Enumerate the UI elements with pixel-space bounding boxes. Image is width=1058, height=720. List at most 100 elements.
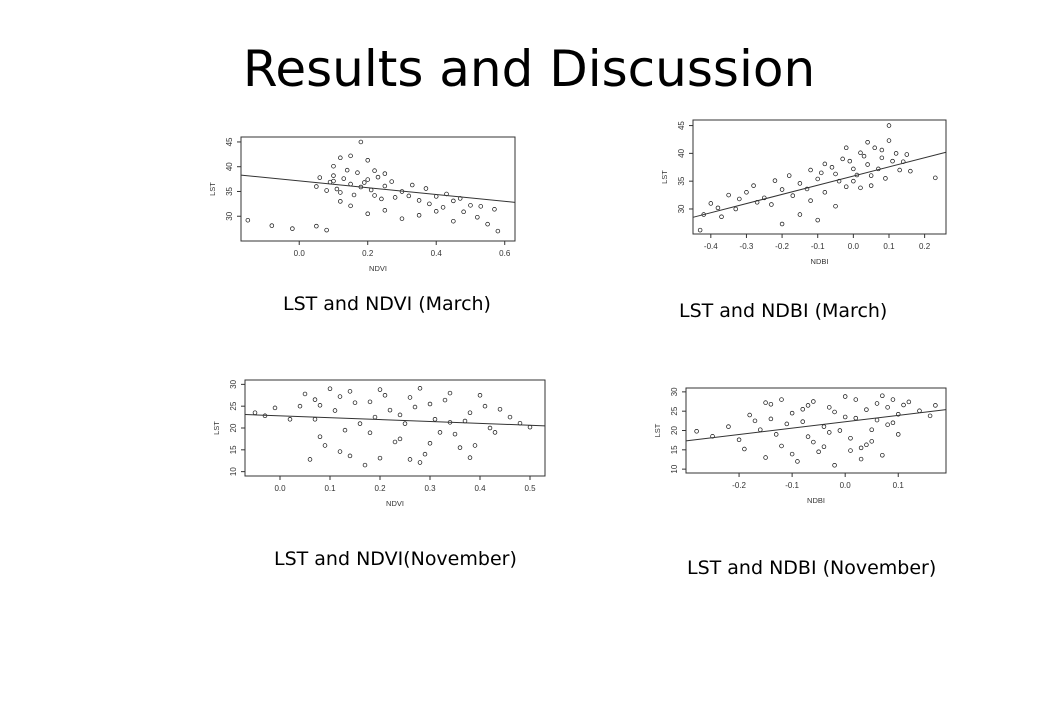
scatter-point <box>351 192 357 198</box>
scatter-point <box>726 192 731 198</box>
scatter-point <box>758 427 763 432</box>
x-tick-label: 0.1 <box>883 242 895 251</box>
scatter-point <box>492 207 497 212</box>
scatter-point <box>357 421 363 426</box>
scatter-point <box>789 410 795 416</box>
scatter-points <box>252 386 533 468</box>
scatter-point <box>829 165 835 170</box>
scatter-point <box>708 201 714 206</box>
scatter-point <box>348 203 353 209</box>
x-tick-label: 0.2 <box>919 242 931 251</box>
scatter-point <box>880 393 885 398</box>
scatter-point <box>868 173 874 178</box>
scatter-point <box>853 397 859 402</box>
scatter-point <box>347 389 353 394</box>
trend-line <box>244 413 546 427</box>
scatter-point <box>869 439 874 444</box>
y-tick-label: 35 <box>225 186 234 195</box>
scatter-point <box>858 456 864 462</box>
scatter-point <box>452 431 458 437</box>
scatter-point <box>307 457 313 462</box>
scatter-point <box>827 430 832 435</box>
scatter-point <box>397 436 403 442</box>
x-tick-label: 0.3 <box>424 484 436 493</box>
scatter-point <box>874 417 880 423</box>
scatter-plot-ndbi-march: -0.4 -0.3 -0.2 -0.1 0.0 0.1 0.2 30 35 40 45 NDBI LST <box>660 119 947 266</box>
scatter-point <box>338 155 343 161</box>
scatter-point <box>297 403 303 409</box>
scatter-point <box>427 401 433 407</box>
scatter-point <box>347 453 353 459</box>
x-tick-label: 0.4 <box>474 484 486 493</box>
x-tick-label: -0.4 <box>704 242 718 251</box>
scatter-point <box>382 393 388 398</box>
x-axis-label: NDBI <box>807 496 825 505</box>
y-tick-label: 20 <box>670 426 679 435</box>
y-tick-label: 10 <box>229 467 238 476</box>
scatter-point <box>827 405 832 410</box>
scatter-point <box>848 435 853 441</box>
scatter-point <box>897 167 902 173</box>
scatter-point <box>324 227 329 233</box>
scatter-point <box>337 449 343 454</box>
scatter-point <box>816 449 821 454</box>
scatter-point <box>832 463 837 468</box>
scatter-point <box>886 138 892 143</box>
scatter-point <box>290 226 295 231</box>
scatter-point <box>890 158 895 164</box>
scatter-point <box>895 412 901 417</box>
scatter-point <box>423 186 429 191</box>
scatter-point <box>352 400 358 405</box>
scatter-point <box>800 407 805 412</box>
scatter-point <box>737 196 742 202</box>
x-tick-label: -0.2 <box>775 242 789 251</box>
scatter-point <box>317 403 323 408</box>
x-tick-label: -0.1 <box>785 481 799 490</box>
plot-frame <box>692 119 947 235</box>
scatter-point <box>800 419 805 424</box>
scatter-point <box>412 404 418 410</box>
scatter-point <box>789 451 795 457</box>
scatter-point <box>886 123 892 128</box>
x-tick-label: -0.3 <box>740 242 754 251</box>
scatter-point <box>382 171 388 176</box>
scatter-point <box>472 443 478 448</box>
scatter-point <box>442 397 448 403</box>
scatter-point <box>482 403 488 409</box>
trend-line <box>692 151 947 218</box>
scatter-point <box>407 457 413 462</box>
scatter-point <box>833 203 838 209</box>
y-tick-label: 45 <box>225 137 234 146</box>
x-tick-label: 0.1 <box>324 484 336 493</box>
scatter-point <box>769 202 774 207</box>
x-tick-label: 0.6 <box>499 249 511 258</box>
scatter-point <box>906 399 912 405</box>
scatter-point <box>399 216 405 221</box>
scatter-point <box>367 430 373 436</box>
scatter-point <box>478 204 484 209</box>
scatter-point <box>406 193 412 199</box>
scatter-point <box>797 181 803 186</box>
scatter-point <box>694 429 699 434</box>
scatter-point <box>773 432 779 437</box>
scatter-point <box>697 227 703 233</box>
scatter-point <box>314 184 319 189</box>
scatter-point <box>917 408 922 414</box>
scatter-point <box>382 183 388 189</box>
scatter-point <box>379 196 384 202</box>
scatter-point <box>427 441 433 446</box>
scatter-point <box>762 195 767 201</box>
y-tick-label: 30 <box>677 204 686 213</box>
scatter-point <box>341 176 347 181</box>
scatter-point <box>507 414 513 420</box>
scatter-point <box>805 434 811 439</box>
scatter-point <box>331 163 336 169</box>
slide-title: Results and Discussion <box>242 40 816 98</box>
scatter-points <box>694 393 938 468</box>
scatter-point <box>338 199 343 204</box>
scatter-point <box>269 223 275 228</box>
scatter-point <box>784 421 790 427</box>
scatter-point <box>334 186 340 192</box>
scatter-point <box>815 217 820 223</box>
y-tick-label: 25 <box>670 406 679 415</box>
